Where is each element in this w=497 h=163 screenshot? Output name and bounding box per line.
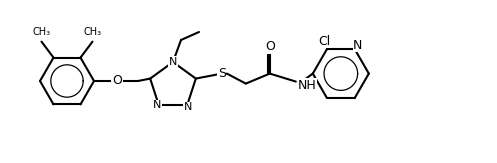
Text: N: N: [353, 39, 362, 52]
Text: O: O: [265, 40, 275, 53]
Text: S: S: [218, 67, 226, 80]
Text: N: N: [153, 100, 161, 110]
Text: O: O: [112, 74, 122, 88]
Text: NH: NH: [298, 79, 317, 92]
Text: N: N: [184, 102, 192, 112]
Text: CH₃: CH₃: [83, 27, 101, 37]
Text: N: N: [169, 57, 177, 67]
Text: Cl: Cl: [319, 35, 331, 48]
Text: CH₃: CH₃: [32, 27, 51, 37]
